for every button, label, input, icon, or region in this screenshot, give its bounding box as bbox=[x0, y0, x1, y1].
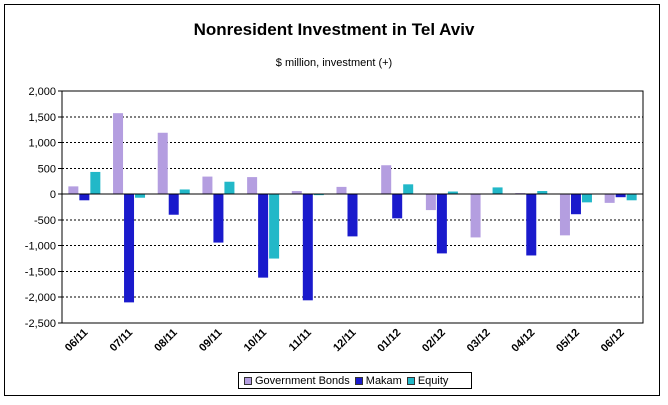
bar-equity bbox=[447, 191, 458, 195]
bar-makam bbox=[79, 194, 90, 201]
x-tick-label: 04/12 bbox=[509, 327, 537, 355]
bar-equity bbox=[403, 184, 414, 195]
x-tick-label: 03/12 bbox=[465, 327, 493, 355]
bar-makam bbox=[615, 194, 626, 198]
bar-equity bbox=[492, 187, 503, 195]
x-tick-label: 05/12 bbox=[554, 327, 582, 355]
bar-government-bonds bbox=[68, 186, 79, 195]
bar-makam bbox=[526, 194, 537, 256]
chart-title: Nonresident Investment in Tel Aviv bbox=[193, 20, 475, 39]
bar-makam bbox=[168, 194, 179, 215]
bar-equity bbox=[224, 181, 235, 195]
y-tick-label: 1,500 bbox=[28, 112, 56, 124]
bar-equity bbox=[135, 194, 146, 198]
bar-makam bbox=[392, 194, 403, 219]
x-tick-label: 01/12 bbox=[375, 327, 403, 355]
bar-government-bonds bbox=[247, 177, 258, 195]
y-tick-label: -2,500 bbox=[25, 318, 56, 330]
bar-makam bbox=[258, 194, 269, 278]
x-tick-label: 07/11 bbox=[108, 327, 136, 355]
chart-legend: Government Bonds Makam Equity bbox=[238, 372, 472, 389]
x-tick-label: 11/11 bbox=[287, 327, 314, 354]
x-tick-label: 10/11 bbox=[242, 327, 270, 355]
bar-equity bbox=[313, 194, 324, 196]
legend-swatch-makam bbox=[354, 376, 363, 385]
x-tick-label: 09/11 bbox=[197, 327, 225, 355]
bar-government-bonds bbox=[604, 194, 615, 203]
y-tick-label: 2,000 bbox=[28, 86, 56, 98]
bar-equity bbox=[269, 194, 280, 259]
bar-government-bonds bbox=[470, 194, 481, 238]
bar-government-bonds bbox=[515, 193, 526, 195]
bar-equity bbox=[581, 194, 592, 203]
bar-government-bonds bbox=[336, 186, 347, 195]
bar-government-bonds bbox=[202, 176, 213, 195]
bar-makam bbox=[347, 194, 358, 237]
bar-equity bbox=[179, 189, 190, 195]
y-tick-label: -2,000 bbox=[25, 292, 56, 304]
legend-swatch-equity bbox=[406, 376, 415, 385]
x-tick-label: 02/12 bbox=[420, 327, 448, 355]
bar-equity bbox=[626, 194, 637, 201]
legend-item-government-bonds: Government Bonds bbox=[244, 375, 350, 387]
plot-border bbox=[61, 90, 644, 324]
legend-item-equity: Equity bbox=[406, 374, 449, 387]
y-tick-label: 500 bbox=[38, 163, 56, 175]
legend-label-makam: Makam bbox=[365, 374, 402, 387]
x-tick-label: 06/11 bbox=[63, 327, 91, 355]
bar-makam bbox=[570, 194, 581, 215]
x-tick-label: 12/11 bbox=[331, 327, 359, 355]
bar-government-bonds bbox=[559, 194, 570, 236]
y-tick-label: -1,000 bbox=[25, 241, 56, 253]
bar-makam bbox=[302, 194, 313, 301]
y-tick-label: -1,500 bbox=[25, 266, 56, 278]
x-tick-label: 08/11 bbox=[152, 327, 180, 355]
legend-label-equity: Equity bbox=[417, 374, 449, 387]
bar-government-bonds bbox=[291, 191, 302, 195]
bar-equity bbox=[537, 191, 548, 195]
bar-government-bonds bbox=[157, 132, 168, 195]
bar-government-bonds bbox=[381, 165, 392, 195]
bar-makam bbox=[124, 194, 135, 303]
chart-subtitle: $ million, investment (+) bbox=[275, 57, 393, 69]
bar-makam bbox=[213, 194, 224, 243]
legend-swatch-government-bonds bbox=[244, 376, 252, 385]
bar-government-bonds bbox=[425, 194, 436, 211]
y-tick-label: 1,000 bbox=[28, 138, 56, 150]
bar-equity bbox=[90, 171, 101, 195]
x-tick-label: 06/12 bbox=[599, 327, 627, 355]
bar-makam bbox=[436, 194, 447, 254]
y-tick-label: 0 bbox=[50, 189, 56, 201]
y-tick-label: -500 bbox=[34, 215, 56, 227]
bar-government-bonds bbox=[113, 113, 124, 195]
legend-item-makam: Makam bbox=[354, 374, 402, 387]
legend-label-government-bonds: Government Bonds bbox=[255, 374, 350, 387]
